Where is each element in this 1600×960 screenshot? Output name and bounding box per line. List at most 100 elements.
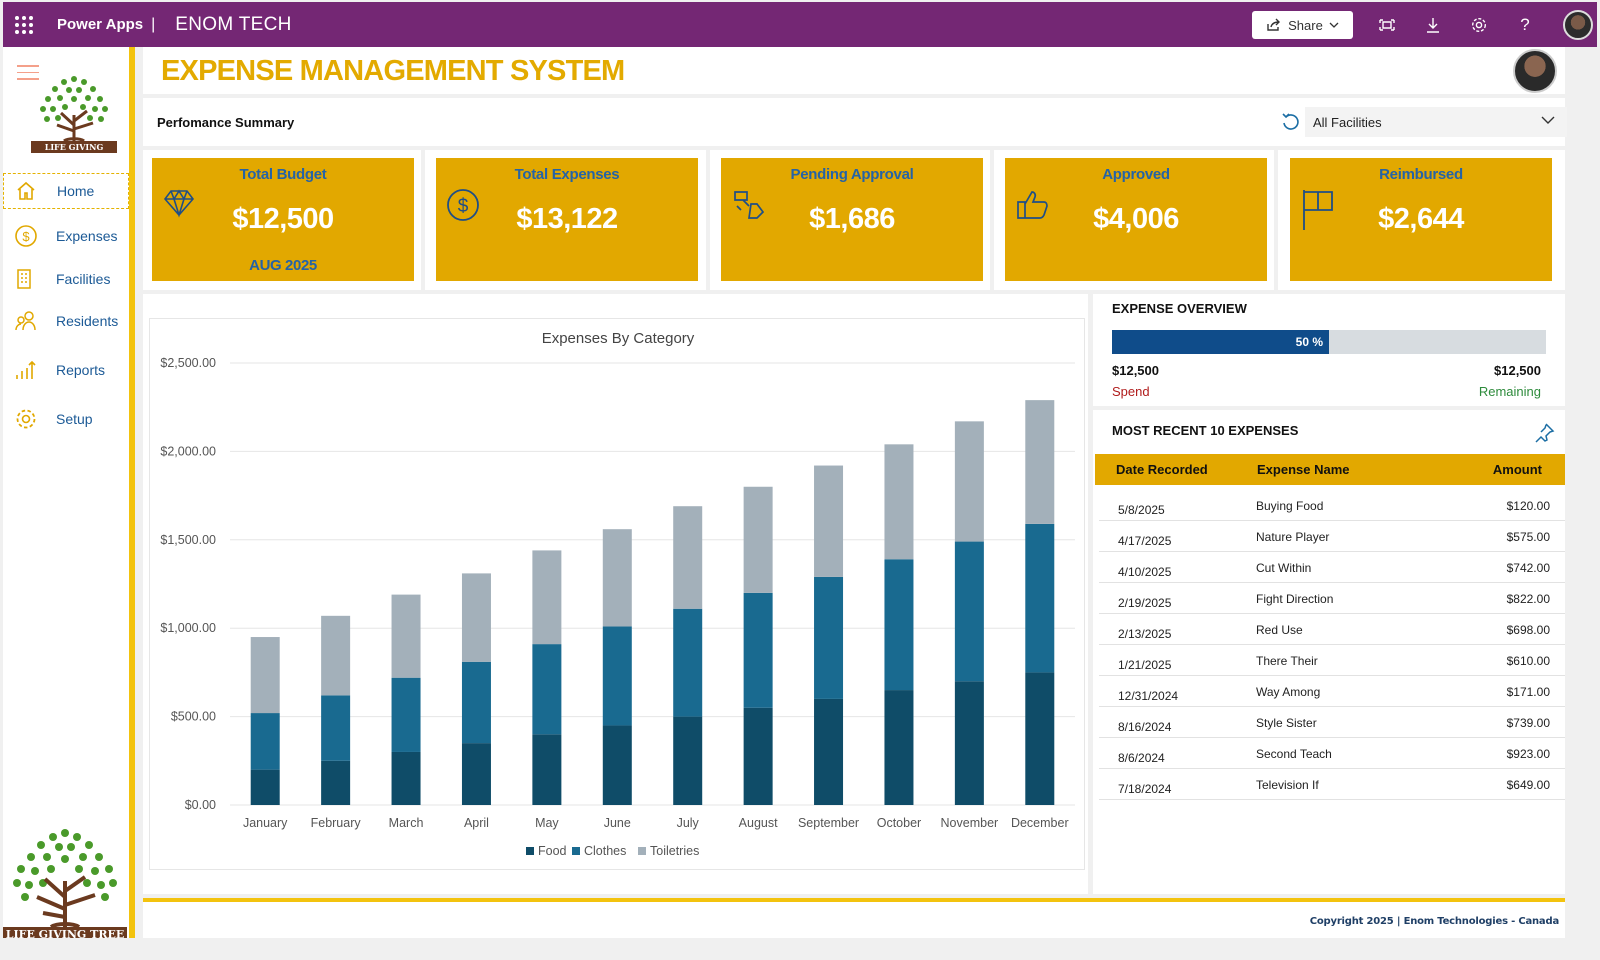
kpi-value: $4,006 — [1093, 203, 1179, 235]
fit-to-window-icon[interactable] — [1377, 15, 1397, 35]
bar-segment-food — [743, 707, 773, 805]
row-date: 8/6/2024 — [1118, 751, 1165, 765]
kpi-divider — [1274, 150, 1278, 290]
nav-home[interactable]: Home — [3, 173, 129, 209]
hamburger-menu-icon[interactable] — [17, 65, 39, 85]
x-tick-label: July — [677, 816, 700, 830]
nav-expenses[interactable]: $ Expenses — [3, 218, 129, 254]
bar-segment-food — [1025, 672, 1055, 805]
y-tick-label: $1,000.00 — [160, 621, 216, 635]
life-giving-tree-logo-large — [3, 829, 127, 943]
share-button[interactable]: Share — [1252, 11, 1353, 39]
y-tick-label: $2,500.00 — [160, 356, 216, 370]
pin-icon[interactable] — [1533, 422, 1555, 444]
x-tick-label: March — [389, 816, 424, 830]
bar-segment-food — [532, 734, 562, 805]
row-date: 12/31/2024 — [1118, 689, 1179, 703]
kpi-divider — [990, 150, 994, 290]
nav-residents[interactable]: Residents — [3, 303, 129, 339]
row-date: 5/8/2025 — [1118, 503, 1165, 517]
settings-icon[interactable] — [1469, 15, 1489, 35]
people-icon — [14, 310, 42, 332]
thumbs-up-icon — [1017, 191, 1048, 219]
kpi-approved: Approved $4,006 — [1005, 158, 1267, 281]
spend-amount: $12,500 — [1112, 363, 1159, 378]
x-tick-label: September — [798, 816, 859, 830]
table-row[interactable]: 4/17/2025 Nature Player $575.00 — [1099, 521, 1565, 552]
table-row[interactable]: 2/19/2025 Fight Direction $822.00 — [1099, 583, 1565, 614]
budget-progress-fill: 50 % — [1112, 330, 1329, 354]
user-avatar[interactable] — [1563, 10, 1593, 40]
download-icon[interactable] — [1423, 15, 1443, 35]
kpi-value: $12,500 — [232, 203, 334, 235]
column-header-name[interactable]: Expense Name — [1257, 462, 1350, 477]
building-icon — [14, 268, 42, 290]
legend-label: Toiletries — [650, 844, 699, 858]
bar-segment-clothes — [673, 608, 703, 717]
bar-segment-toiletries — [743, 486, 773, 593]
kpi-value: $13,122 — [516, 203, 618, 235]
app-launcher-icon[interactable] — [15, 15, 35, 35]
remaining-label: Remaining — [1478, 384, 1541, 399]
table-row[interactable]: 5/8/2025 Buying Food $120.00 — [1099, 490, 1565, 521]
bottom-margin — [0, 938, 1600, 960]
table-row[interactable]: 12/31/2024 Way Among $171.00 — [1099, 676, 1565, 707]
performance-summary-label: Perfomance Summary — [157, 115, 295, 130]
table-row[interactable]: 7/18/2024 Television If $649.00 — [1099, 769, 1565, 800]
app-header-bar: Power Apps | ENOM TECH Share ? — [3, 2, 1597, 47]
row-name: Style Sister — [1256, 716, 1317, 730]
x-tick-label: April — [464, 816, 489, 830]
x-tick-label: November — [941, 816, 999, 830]
budget-progress-bar: 50 % — [1112, 330, 1546, 354]
row-amount: $822.00 — [1506, 592, 1550, 606]
bar-segment-food — [884, 690, 914, 805]
refresh-icon[interactable] — [1281, 111, 1301, 133]
app-name: Power Apps — [57, 16, 144, 33]
row-date: 8/16/2024 — [1118, 720, 1172, 734]
nav-facilities[interactable]: Facilities — [3, 261, 129, 297]
nav-setup-label: Setup — [56, 411, 93, 427]
table-row[interactable]: 8/16/2024 Style Sister $739.00 — [1099, 707, 1565, 738]
help-icon[interactable]: ? — [1520, 15, 1530, 34]
bar-segment-toiletries — [532, 550, 562, 645]
bar-segment-clothes — [250, 713, 280, 770]
row-name: Way Among — [1256, 685, 1321, 699]
recent-expenses-panel: MOST RECENT 10 EXPENSES Date Recorded Ex… — [1093, 410, 1565, 894]
remaining-amount: $12,500 — [1494, 363, 1541, 378]
facility-dropdown[interactable]: All Facilities — [1305, 107, 1567, 137]
bar-segment-clothes — [884, 559, 914, 691]
kpi-total-expenses: Total Expenses $ $13,122 — [436, 158, 698, 281]
nav-setup[interactable]: Setup — [3, 401, 129, 437]
legend-swatch — [638, 847, 646, 855]
legend-label: Clothes — [584, 844, 626, 858]
bar-segment-toiletries — [884, 444, 914, 560]
expense-overview-panel: EXPENSE OVERVIEW 50 % $12,500 Spend $12,… — [1093, 294, 1565, 406]
nav-reports[interactable]: Reports — [3, 352, 129, 388]
bar-segment-toiletries — [602, 529, 632, 627]
kpi-title: Total Budget — [239, 166, 327, 183]
expense-overview-title: EXPENSE OVERVIEW — [1112, 301, 1247, 316]
bar-segment-clothes — [814, 576, 844, 699]
x-tick-label: February — [311, 816, 362, 830]
diamond-icon — [163, 189, 195, 218]
table-row[interactable]: 8/6/2024 Second Teach $923.00 — [1099, 738, 1565, 769]
row-name: Red Use — [1256, 623, 1303, 637]
dollar-circle-icon: $ — [14, 224, 42, 248]
y-tick-label: $2,000.00 — [160, 444, 216, 458]
column-header-amount[interactable]: Amount — [1492, 462, 1542, 477]
column-header-date[interactable]: Date Recorded — [1116, 462, 1208, 477]
table-row[interactable]: 2/13/2025 Red Use $698.00 — [1099, 614, 1565, 645]
profile-avatar[interactable] — [1513, 49, 1557, 93]
row-amount: $742.00 — [1506, 561, 1550, 575]
chevron-down-icon — [1541, 116, 1555, 124]
row-date: 4/10/2025 — [1118, 565, 1172, 579]
row-amount: $649.00 — [1506, 778, 1550, 792]
table-row[interactable]: 1/21/2025 There Their $610.00 — [1099, 645, 1565, 676]
row-date: 7/18/2024 — [1118, 782, 1172, 796]
bar-segment-food — [321, 760, 351, 805]
sidebar: LIFE GIVING TREE Home $ Expenses Facilit… — [3, 47, 129, 960]
expenses-by-category-chart: Expenses By Category $0.00 $500.00 $1,000.0… — [160, 330, 1075, 858]
table-row[interactable]: 4/10/2025 Cut Within $742.00 — [1099, 552, 1565, 583]
bar-segment-food — [814, 698, 844, 805]
company-name: ENOM TECH — [175, 13, 292, 35]
